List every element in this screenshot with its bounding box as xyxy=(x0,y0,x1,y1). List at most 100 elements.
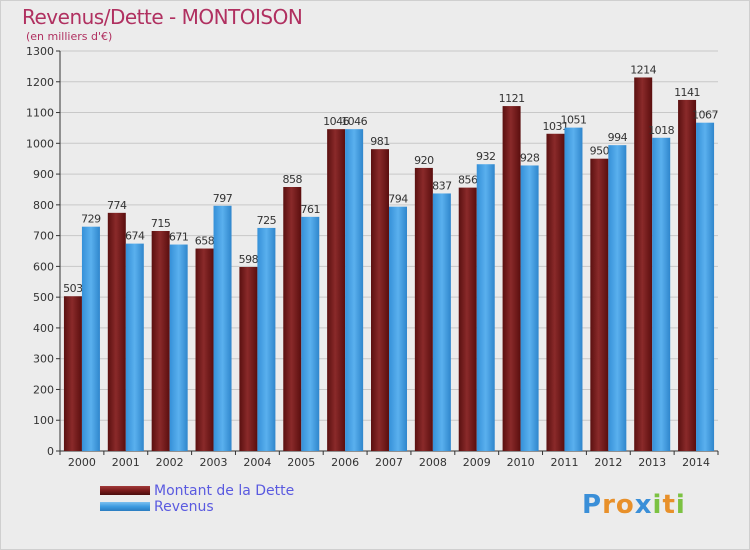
logo-letter: x xyxy=(634,490,653,520)
logo-letter: t xyxy=(662,490,676,520)
bar-revenus xyxy=(213,205,232,451)
bar-dette xyxy=(371,149,389,451)
bar-revenus xyxy=(520,165,539,451)
bar-dette xyxy=(283,187,302,451)
x-tick-label: 2002 xyxy=(156,456,184,469)
y-tick-label: 900 xyxy=(33,168,54,181)
data-label-revenus: 797 xyxy=(213,192,233,205)
y-tick-label: 200 xyxy=(33,383,54,396)
logo-letter: P xyxy=(582,490,603,520)
legend-swatch-dette xyxy=(100,486,150,495)
bar-revenus xyxy=(301,216,320,451)
bar-dette xyxy=(502,106,521,452)
chart-subtitle: (en milliers d'€) xyxy=(26,30,113,43)
bar-revenus xyxy=(389,206,407,451)
x-tick-label: 2003 xyxy=(200,456,228,469)
y-tick-label: 800 xyxy=(33,199,54,212)
bar-dette xyxy=(414,167,433,451)
data-label-revenus: 1018 xyxy=(648,124,674,137)
data-label-revenus: 729 xyxy=(81,213,101,226)
x-tick-label: 2014 xyxy=(682,456,710,469)
bar-dette xyxy=(327,129,346,451)
x-tick-label: 2011 xyxy=(550,456,578,469)
chart-title: Revenus/Dette - MONTOISON xyxy=(22,5,303,29)
y-tick-label: 1300 xyxy=(26,45,54,58)
data-label-revenus: 1067 xyxy=(692,109,718,122)
y-tick-label: 0 xyxy=(47,445,54,458)
bar-revenus xyxy=(696,122,715,451)
bar-dette xyxy=(590,158,609,451)
data-label-revenus: 761 xyxy=(301,203,321,216)
x-tick-label: 2006 xyxy=(331,456,359,469)
y-tick-label: 500 xyxy=(33,291,54,304)
bar-dette xyxy=(546,133,565,451)
data-label-dette: 981 xyxy=(370,135,390,148)
y-tick-label: 600 xyxy=(33,260,54,273)
y-tick-label: 400 xyxy=(33,322,54,335)
bar-dette xyxy=(634,77,653,451)
bar-revenus xyxy=(652,137,671,451)
data-label-revenus: 674 xyxy=(125,230,145,243)
proxiti-logo: Proxiti xyxy=(582,490,686,520)
bar-revenus xyxy=(169,244,188,451)
legend-label-revenus: Revenus xyxy=(154,499,214,515)
data-label-dette: 1031 xyxy=(542,120,568,133)
legend-swatch-revenus xyxy=(100,502,150,511)
bar-revenus xyxy=(345,129,364,451)
data-label-revenus: 928 xyxy=(520,151,540,164)
bar-dette xyxy=(678,99,697,451)
data-label-revenus: 1051 xyxy=(560,114,586,127)
data-label-revenus: 794 xyxy=(388,193,408,206)
bar-revenus xyxy=(608,145,627,451)
data-label-dette: 1214 xyxy=(630,63,656,76)
x-tick-label: 2012 xyxy=(594,456,622,469)
y-tick-label: 1100 xyxy=(26,107,54,120)
data-label-dette: 1046 xyxy=(323,115,349,128)
data-label-dette: 856 xyxy=(458,174,478,187)
bar-dette xyxy=(63,296,82,451)
x-tick-label: 2010 xyxy=(507,456,535,469)
data-label-dette: 503 xyxy=(63,282,83,295)
bar-dette xyxy=(151,231,170,451)
bar-revenus xyxy=(125,243,144,451)
data-label-revenus: 725 xyxy=(257,214,277,227)
x-tick-label: 2000 xyxy=(68,456,96,469)
legend-label-dette: Montant de la Dette xyxy=(154,483,295,499)
bar-revenus xyxy=(257,227,276,451)
x-tick-label: 2004 xyxy=(243,456,271,469)
x-tick-label: 2001 xyxy=(112,456,140,469)
bar-dette xyxy=(195,248,214,451)
data-label-revenus: 932 xyxy=(476,150,496,163)
y-tick-label: 700 xyxy=(33,230,54,243)
bar-revenus xyxy=(81,226,100,451)
data-label-dette: 715 xyxy=(151,217,171,230)
bar-dette xyxy=(107,212,126,451)
y-tick-label: 1000 xyxy=(26,137,54,150)
data-label-dette: 858 xyxy=(283,173,303,186)
data-label-dette: 658 xyxy=(195,235,215,248)
data-label-revenus: 837 xyxy=(432,179,452,192)
data-label-dette: 1121 xyxy=(499,92,525,105)
x-tick-label: 2009 xyxy=(463,456,491,469)
logo-letter: o xyxy=(615,490,635,520)
y-tick-label: 1200 xyxy=(26,76,54,89)
bar-revenus xyxy=(564,127,583,451)
logo-letter: i xyxy=(675,490,686,520)
x-tick-label: 2007 xyxy=(375,456,403,469)
y-tick-label: 300 xyxy=(33,353,54,366)
bar-revenus xyxy=(476,164,495,451)
x-tick-label: 2008 xyxy=(419,456,447,469)
data-label-dette: 598 xyxy=(239,253,259,266)
x-tick-label: 2005 xyxy=(287,456,315,469)
data-label-dette: 774 xyxy=(107,199,127,212)
data-label-revenus: 671 xyxy=(169,231,189,244)
data-label-revenus: 994 xyxy=(608,131,628,144)
logo-letter: r xyxy=(602,490,616,520)
bar-dette xyxy=(458,187,477,451)
data-label-dette: 920 xyxy=(414,154,434,167)
bar-revenus xyxy=(432,193,451,451)
data-label-revenus: 1046 xyxy=(341,115,367,128)
data-label-dette: 1141 xyxy=(674,86,700,99)
y-tick-label: 100 xyxy=(33,414,54,427)
logo-letter: i xyxy=(652,490,663,520)
